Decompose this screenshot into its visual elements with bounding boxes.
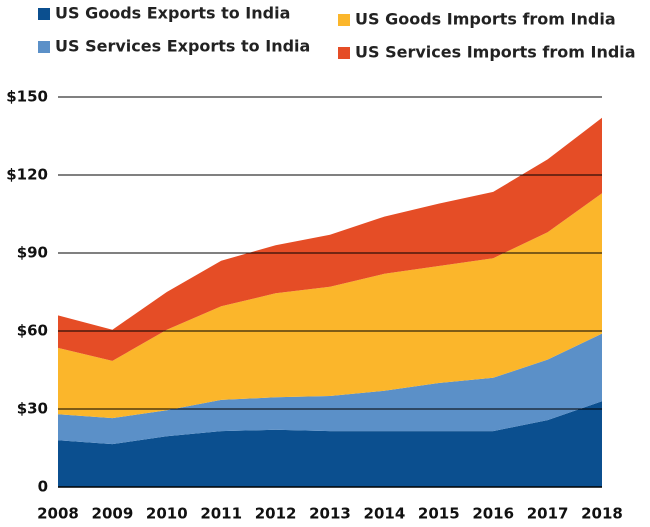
- y-tick-label: $30: [17, 400, 48, 418]
- legend-swatch: [338, 14, 350, 26]
- area: [58, 117, 602, 361]
- x-tick-label: 2017: [527, 505, 569, 523]
- legend-swatch: [38, 8, 50, 20]
- y-tick-label: $60: [17, 322, 48, 340]
- area: [58, 193, 602, 419]
- x-tick-label: 2011: [200, 505, 242, 523]
- legend-label: US Services Exports to India: [55, 37, 310, 56]
- x-tick-label: 2018: [581, 505, 623, 523]
- x-tick-label: 2014: [364, 505, 406, 523]
- x-tick-label: 2012: [255, 505, 297, 523]
- legend-swatch: [38, 41, 50, 53]
- y-tick-label: $120: [6, 166, 48, 184]
- legend-label: US Goods Imports from India: [355, 10, 616, 29]
- legend-label: US Goods Exports to India: [55, 4, 290, 23]
- area: [58, 333, 602, 445]
- y-tick-label: 0: [38, 478, 48, 496]
- x-tick-label: 2013: [309, 505, 351, 523]
- x-tick-label: 2010: [146, 505, 188, 523]
- y-tick-label: $150: [6, 88, 48, 106]
- x-tick-label: 2008: [37, 505, 79, 523]
- area: [58, 401, 602, 487]
- y-tick-label: $90: [17, 244, 48, 262]
- x-tick-label: 2009: [92, 505, 134, 523]
- legend-swatch: [338, 47, 350, 59]
- legend-label: US Services Imports from India: [355, 43, 636, 62]
- x-tick-label: 2015: [418, 505, 460, 523]
- x-tick-label: 2016: [472, 505, 514, 523]
